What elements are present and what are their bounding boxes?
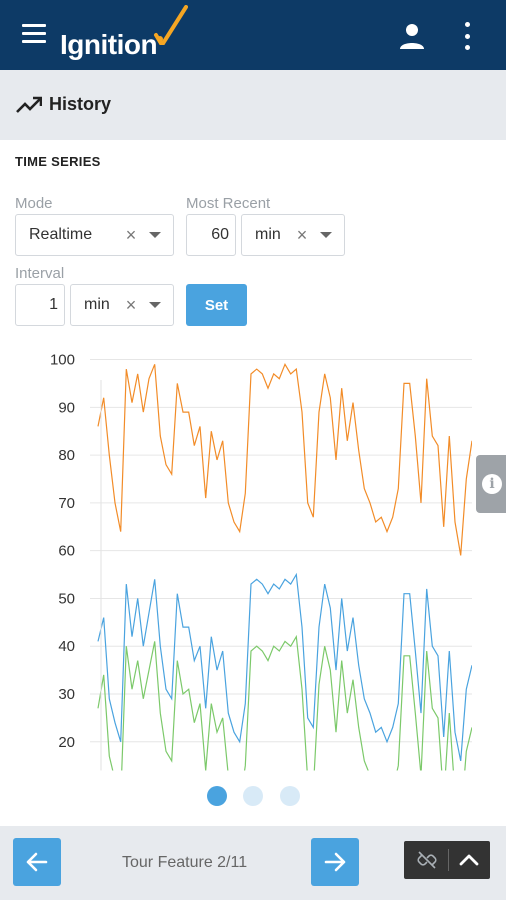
clear-interval-unit-icon[interactable]: × bbox=[125, 294, 137, 315]
interval-unit-select[interactable]: min × bbox=[70, 284, 174, 326]
tour-progress-text: Tour Feature 2/11 bbox=[122, 854, 248, 871]
y-tick-label: 80 bbox=[58, 447, 75, 464]
y-tick-label: 70 bbox=[58, 495, 75, 512]
chevron-down-icon[interactable] bbox=[149, 232, 161, 238]
most-recent-unit: min bbox=[255, 226, 281, 243]
toolbar-divider bbox=[448, 849, 449, 871]
series-line-3 bbox=[97, 634, 472, 771]
user-icon[interactable] bbox=[398, 22, 426, 50]
section-title: TIME SERIES bbox=[15, 154, 101, 169]
series-line-1 bbox=[97, 362, 472, 556]
clear-unit-icon[interactable]: × bbox=[296, 224, 308, 245]
y-tick-label: 50 bbox=[58, 590, 75, 607]
y-tick-label: 100 bbox=[50, 352, 75, 369]
hamburger-menu-icon[interactable] bbox=[22, 24, 46, 46]
interval-label: Interval bbox=[15, 265, 65, 282]
next-button[interactable] bbox=[311, 838, 359, 886]
info-tab[interactable]: i bbox=[476, 455, 506, 513]
interval-unit: min bbox=[84, 296, 110, 313]
y-tick-label: 60 bbox=[58, 543, 75, 560]
y-tick-label: 20 bbox=[58, 734, 75, 751]
ignition-logo: Ignition bbox=[60, 5, 188, 61]
pager-dot-3[interactable] bbox=[280, 786, 300, 806]
arrow-left-icon bbox=[26, 852, 48, 872]
app-name: Ignition bbox=[60, 29, 158, 60]
pager-dot-1[interactable] bbox=[207, 786, 227, 806]
mode-label: Mode bbox=[15, 195, 53, 212]
most-recent-unit-select[interactable]: min × bbox=[241, 214, 345, 256]
interval-input[interactable]: 1 bbox=[15, 284, 65, 326]
previous-button[interactable] bbox=[13, 838, 61, 886]
most-recent-input[interactable]: 60 bbox=[186, 214, 236, 256]
logo-checkmark-icon bbox=[154, 5, 188, 45]
bottom-toolbar bbox=[404, 841, 490, 879]
most-recent-value: 60 bbox=[211, 226, 229, 243]
set-button[interactable]: Set bbox=[186, 284, 247, 326]
link-off-icon[interactable] bbox=[416, 850, 438, 870]
clear-mode-icon[interactable]: × bbox=[125, 224, 137, 245]
y-tick-label: 30 bbox=[58, 686, 75, 703]
most-recent-label: Most Recent bbox=[186, 195, 271, 212]
top-app-bar: Ignition bbox=[0, 0, 506, 70]
trending-up-icon bbox=[16, 96, 42, 113]
chevron-down-icon[interactable] bbox=[149, 302, 161, 308]
mode-value: Realtime bbox=[29, 226, 93, 243]
mode-select[interactable]: Realtime × bbox=[15, 214, 174, 256]
more-vertical-icon[interactable] bbox=[462, 22, 472, 50]
page-header bbox=[0, 70, 506, 140]
series-line-2 bbox=[97, 572, 472, 762]
history-line-chart[interactable]: 20 30 40 50 60 70 80 90 100 bbox=[0, 340, 506, 785]
interval-value: 1 bbox=[49, 296, 58, 313]
info-icon: i bbox=[482, 474, 502, 494]
chevron-up-icon[interactable] bbox=[458, 851, 480, 869]
pager-dot-2[interactable] bbox=[243, 786, 263, 806]
arrow-right-icon bbox=[324, 852, 346, 872]
page-title: History bbox=[49, 94, 112, 114]
y-tick-label: 90 bbox=[58, 399, 75, 416]
y-tick-label: 40 bbox=[58, 638, 75, 655]
chevron-down-icon[interactable] bbox=[320, 232, 332, 238]
